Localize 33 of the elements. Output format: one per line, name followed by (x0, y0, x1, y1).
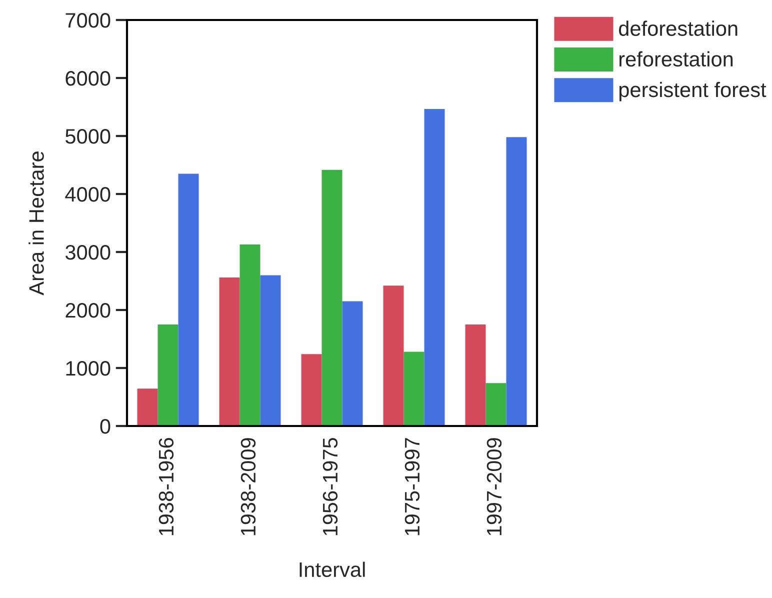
bar (178, 174, 199, 426)
x-tick-label: 1938-1956 (158, 438, 174, 536)
bar (301, 354, 322, 426)
legend-label: reforestation (620, 51, 733, 67)
x-axis-title: Interval (300, 562, 365, 578)
y-tick-label: 7000 (66, 13, 110, 28)
legend-label: persistent forest (619, 82, 766, 102)
y-tick-label: 6000 (66, 71, 110, 86)
x-tick-label: 1997-2009 (486, 438, 502, 536)
bar (240, 244, 260, 426)
y-tick-label: 3000 (65, 245, 110, 260)
x-tick-label: 1956-1975 (322, 438, 338, 536)
x-tick-label: 1938-2009 (240, 438, 256, 536)
bar (465, 324, 486, 426)
bar (322, 170, 342, 426)
bar (260, 275, 281, 426)
y-tick-label: 5000 (66, 129, 110, 144)
y-tick-label: 0 (100, 419, 110, 434)
bar (404, 352, 424, 426)
bar (486, 383, 506, 426)
y-axis-title: Area in Hectare (28, 152, 44, 296)
bar (506, 137, 527, 426)
bar (383, 286, 404, 426)
bar (158, 324, 178, 426)
bar (219, 278, 240, 426)
y-tick-label: 4000 (65, 187, 110, 202)
y-tick-label: 1000 (66, 361, 110, 376)
x-tick-label: 1975-1997 (404, 438, 420, 536)
bar (424, 109, 445, 426)
bar (137, 388, 158, 426)
y-tick-label: 2000 (66, 303, 110, 318)
legend-label: deforestation (618, 20, 738, 36)
bar (342, 301, 363, 426)
